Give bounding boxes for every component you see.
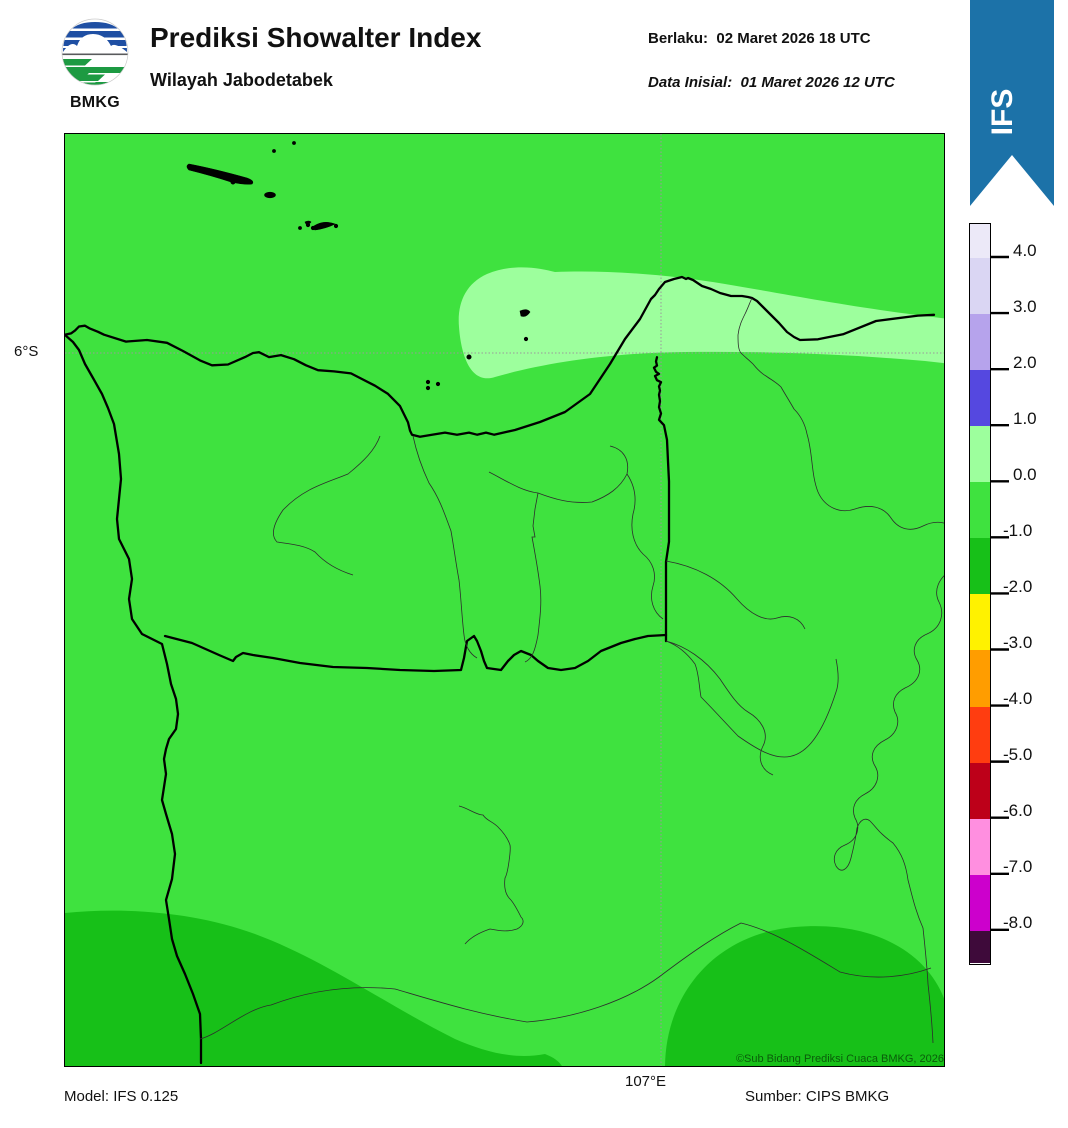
svg-text:IFS: IFS [986, 89, 1019, 136]
svg-text:©Sub Bidang Prediksi Cuaca BMK: ©Sub Bidang Prediksi Cuaca BMKG, 2026 [736, 1053, 944, 1065]
